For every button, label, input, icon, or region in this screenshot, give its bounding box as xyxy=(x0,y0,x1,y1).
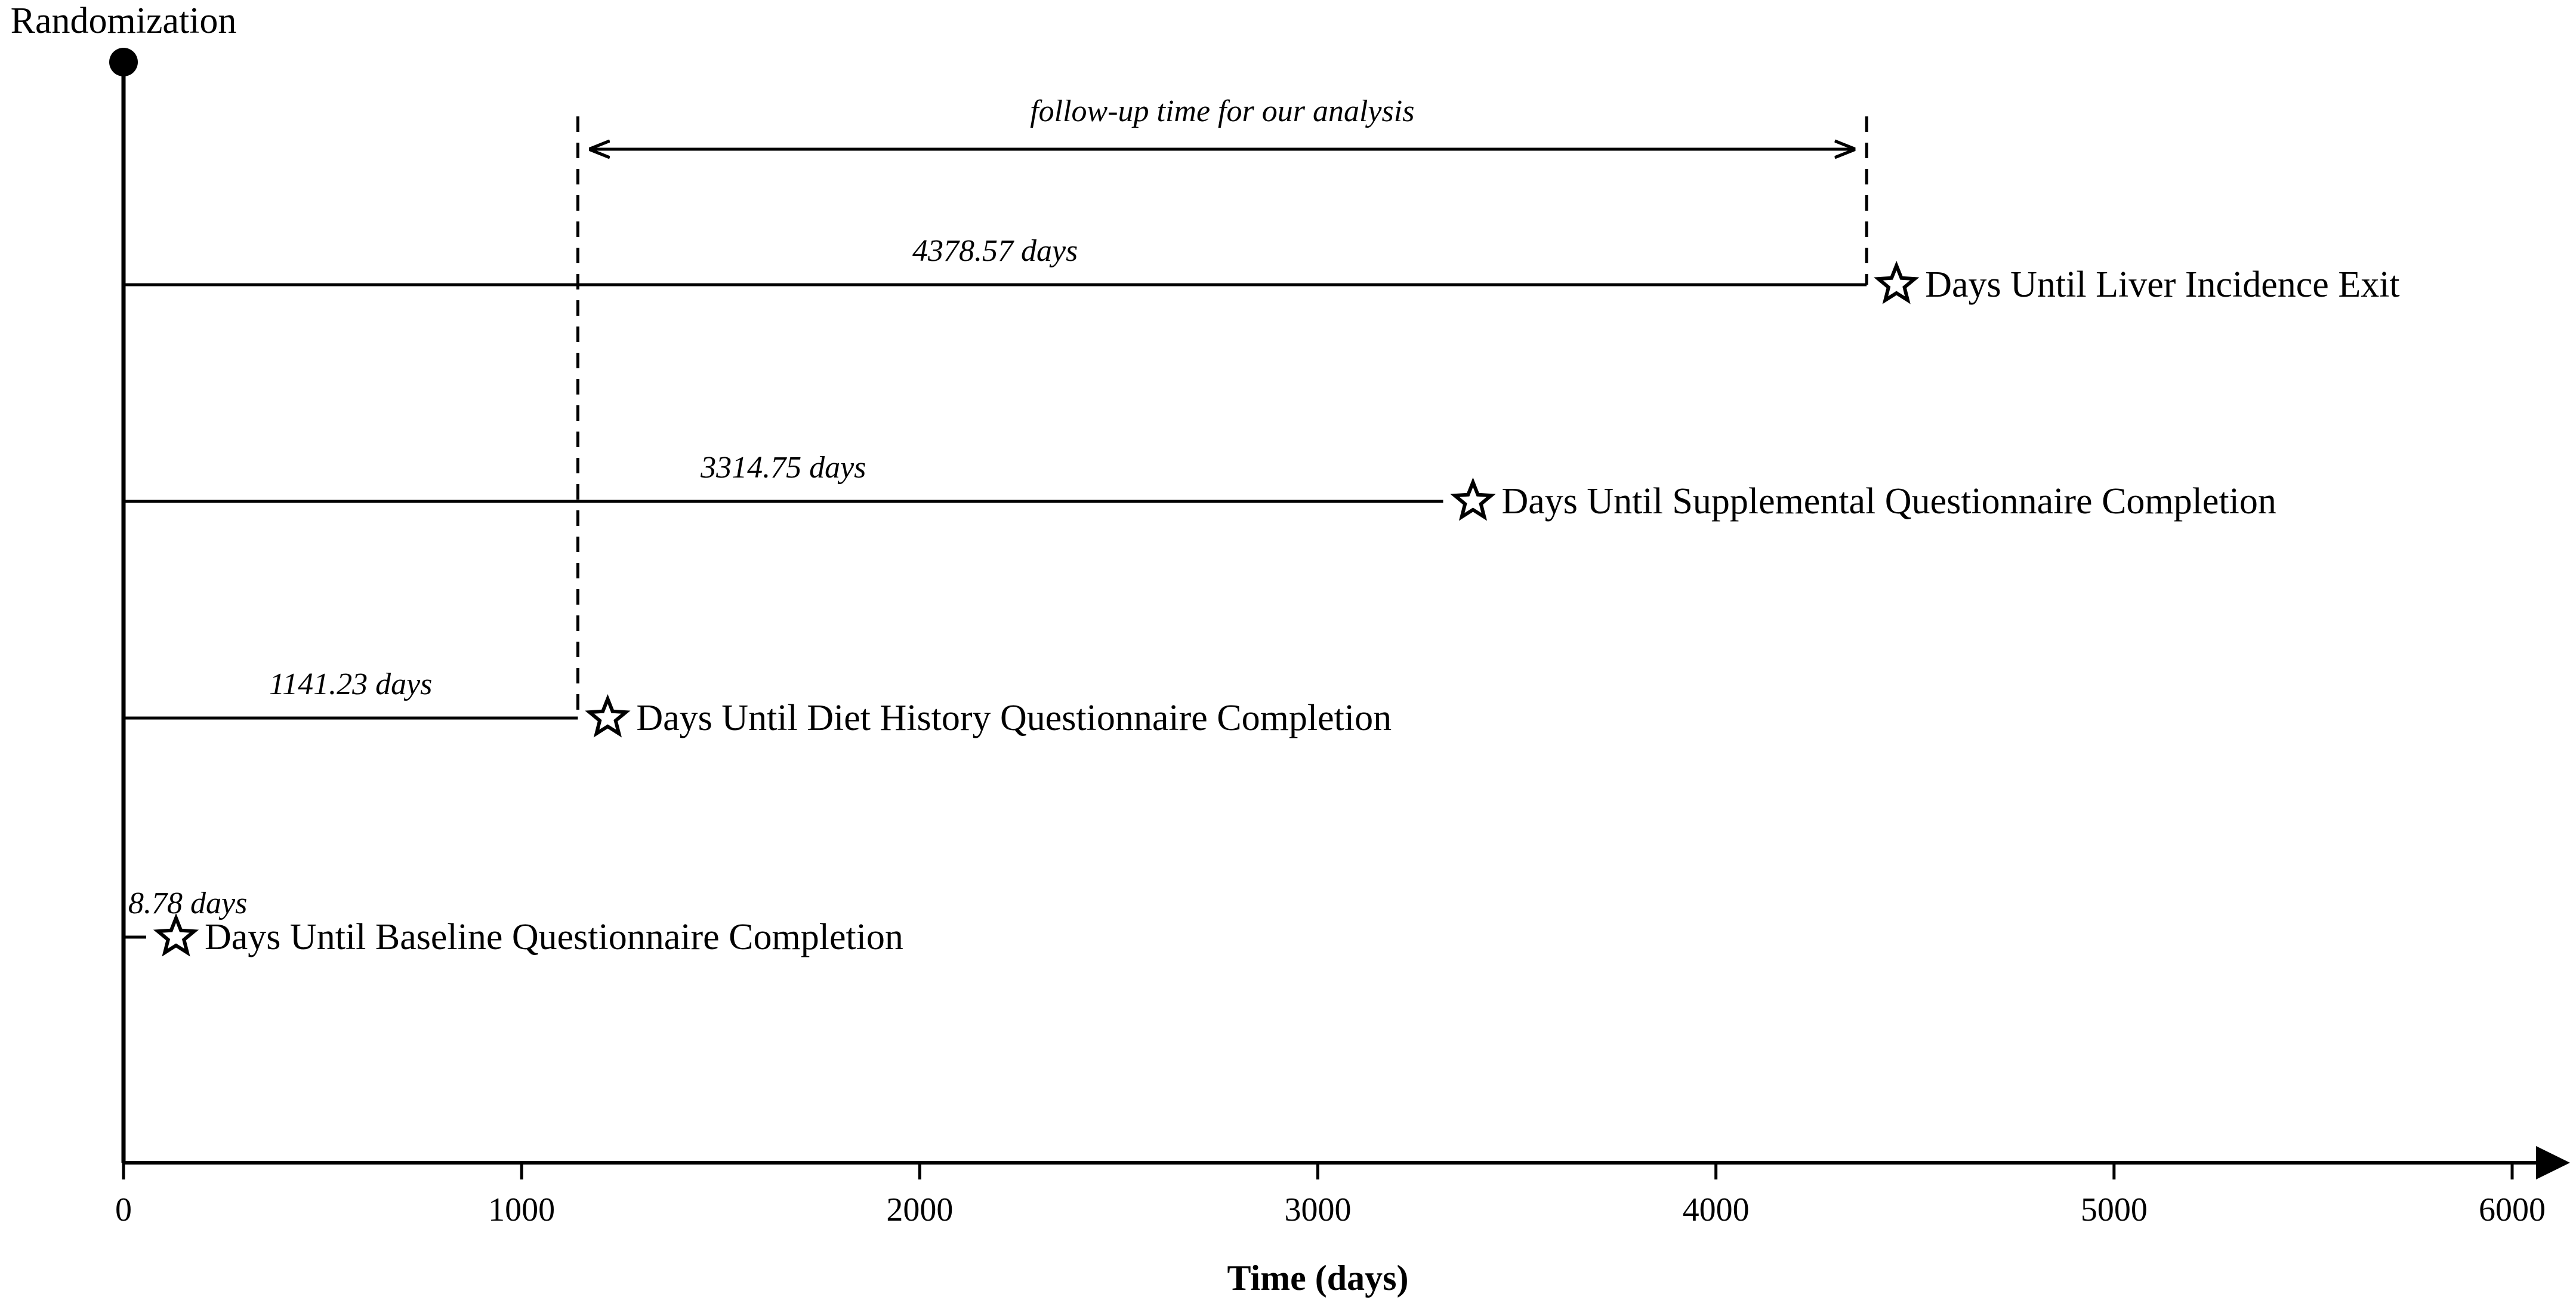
x-tick-label-3: 3000 xyxy=(1285,1191,1352,1228)
x-axis-title: Time (days) xyxy=(1227,1258,1409,1298)
event-duration-label-0: 4378.57 days xyxy=(912,234,1078,268)
origin-label: Randomization xyxy=(11,1,237,41)
origin-dot xyxy=(109,48,138,76)
event-label-0: Days Until Liver Incidence Exit xyxy=(1925,264,2399,305)
event-label-2: Days Until Diet History Questionnaire Co… xyxy=(636,698,1392,738)
event-star-icon-1 xyxy=(1450,477,1496,521)
x-tick-label-6: 6000 xyxy=(2479,1191,2546,1228)
event-star-icon-2 xyxy=(585,694,631,738)
event-star-icon-3 xyxy=(153,913,199,957)
axes-layer: Randomization 0 1000 2000 3000 4000 5000 6000 Ti… xyxy=(11,1,2570,1298)
event-duration-label-3: 8.78 days xyxy=(128,886,247,920)
follow-up-layer: follow-up time for our analysis xyxy=(576,94,1868,718)
x-tick-label-0: 0 xyxy=(115,1191,132,1228)
events-layer: Days Until Liver Incidence Exit 4378.57 d… xyxy=(124,234,2400,957)
x-tick-label-5: 5000 xyxy=(2081,1191,2148,1228)
event-label-3: Days Until Baseline Questionnaire Comple… xyxy=(205,917,903,957)
event-duration-label-1: 3314.75 days xyxy=(700,451,866,485)
event-label-1: Days Until Supplemental Questionnaire Co… xyxy=(1501,481,2276,522)
event-duration-label-2: 1141.23 days xyxy=(269,667,432,701)
follow-up-label: follow-up time for our analysis xyxy=(1030,94,1414,128)
x-tick-label-4: 4000 xyxy=(1683,1191,1750,1228)
x-tick-label-2: 2000 xyxy=(886,1191,953,1228)
x-tick-label-1: 1000 xyxy=(488,1191,555,1228)
event-star-icon-0 xyxy=(1874,260,1920,304)
x-axis-arrowhead xyxy=(2536,1146,2570,1179)
